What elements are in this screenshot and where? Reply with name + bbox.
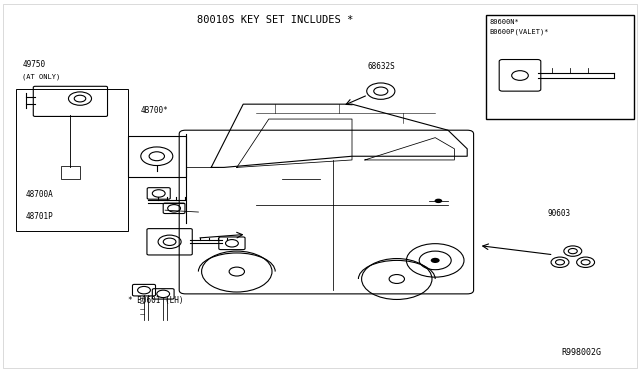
Bar xyxy=(16,89,128,231)
Text: 48701P: 48701P xyxy=(26,212,53,221)
Circle shape xyxy=(431,258,440,263)
Text: 80600N*: 80600N* xyxy=(490,19,519,25)
Text: B0600P(VALET)*: B0600P(VALET)* xyxy=(490,29,549,35)
Text: (AT ONLY): (AT ONLY) xyxy=(22,73,61,80)
Text: 4B700*: 4B700* xyxy=(141,106,168,115)
Text: R998002G: R998002G xyxy=(562,348,602,357)
Bar xyxy=(61,166,80,179)
Text: 49750: 49750 xyxy=(22,60,45,69)
Circle shape xyxy=(229,267,244,276)
Bar xyxy=(128,136,186,177)
Text: 80010S KEY SET INCLUDES *: 80010S KEY SET INCLUDES * xyxy=(197,16,353,25)
Text: * B0601 (LH): * B0601 (LH) xyxy=(128,296,184,305)
Circle shape xyxy=(389,275,404,283)
Circle shape xyxy=(435,199,442,203)
Text: 68632S: 68632S xyxy=(368,62,396,71)
Bar xyxy=(486,15,634,119)
Text: 90603: 90603 xyxy=(547,209,570,218)
Text: 48700A: 48700A xyxy=(26,190,53,199)
